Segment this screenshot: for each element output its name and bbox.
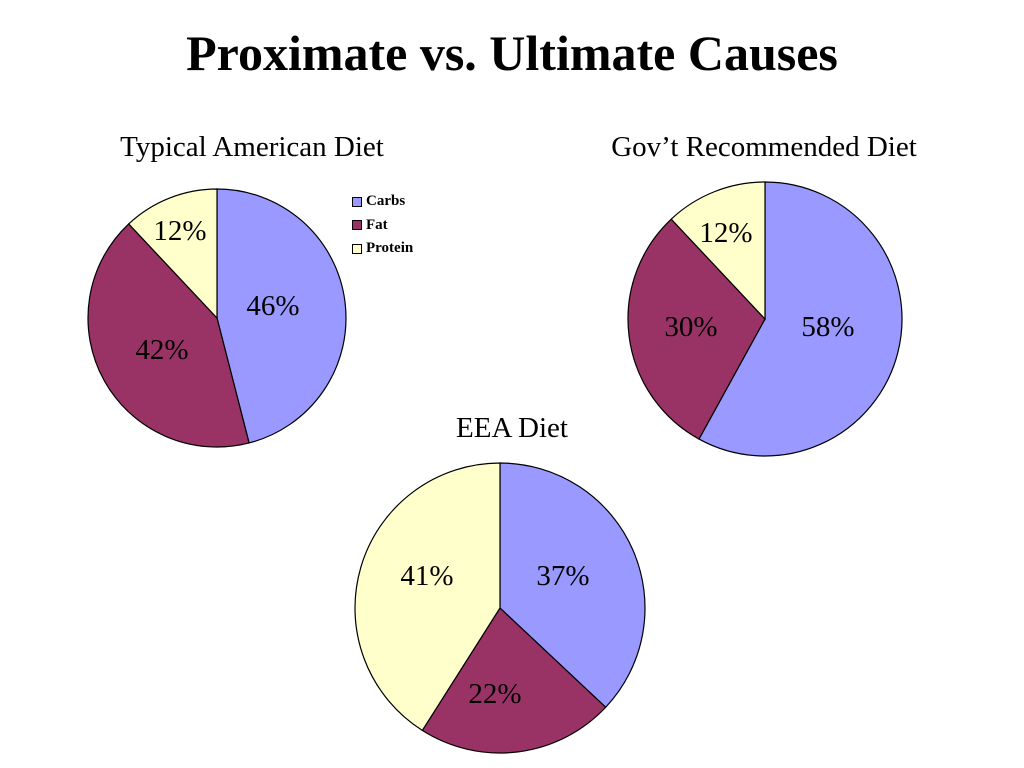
data-label-typical-american-diet-carbs: 46%	[246, 290, 299, 322]
data-label-eea-diet-carbs: 37%	[536, 560, 589, 592]
legend-label-fat: Fat	[366, 216, 388, 233]
pie-slice-govt-recommended-diet-protein	[670, 181, 766, 321]
data-label-govt-recommended-diet-fat: 30%	[664, 311, 717, 343]
legend-label-protein: Protein	[366, 240, 414, 257]
data-label-govt-recommended-diet-carbs: 58%	[801, 311, 854, 343]
pie-slice-typical-american-diet-protein	[127, 188, 218, 320]
chart-legend: Carbs Fat Protein	[352, 190, 413, 261]
slide-title: Proximate vs. Ultimate Causes	[186, 25, 838, 81]
data-label-eea-diet-fat: 22%	[468, 678, 521, 710]
chart-title-typical-american-diet: Typical American Diet	[120, 131, 384, 163]
chart-title-eea-diet: EEA Diet	[456, 412, 568, 444]
legend-item-fat: Fat	[352, 214, 413, 238]
pie-slice-typical-american-diet-fat	[87, 223, 250, 448]
pie-slice-typical-american-diet-carbs	[216, 188, 347, 444]
data-label-eea-diet-protein: 41%	[400, 560, 453, 592]
pie-slice-govt-recommended-diet-carbs	[698, 181, 903, 457]
data-label-typical-american-diet-fat: 42%	[135, 334, 188, 366]
legend-swatch-protein	[352, 243, 362, 254]
pie-slice-eea-diet-protein	[354, 462, 501, 732]
pie-slice-eea-diet-fat	[421, 607, 607, 754]
chart-title-govt-recommended-diet: Gov’t Recommended Diet	[611, 131, 917, 163]
legend-label-carbs: Carbs	[366, 193, 406, 210]
pie-slice-eea-diet-carbs	[499, 462, 646, 709]
pie-slice-govt-recommended-diet-fat	[627, 218, 766, 440]
legend-item-carbs: Carbs	[352, 190, 413, 214]
legend-swatch-carbs	[352, 196, 362, 207]
data-label-govt-recommended-diet-protein: 12%	[699, 217, 752, 249]
legend-item-protein: Protein	[352, 237, 413, 261]
data-label-typical-american-diet-protein: 12%	[153, 215, 206, 247]
legend-swatch-fat	[352, 220, 362, 231]
